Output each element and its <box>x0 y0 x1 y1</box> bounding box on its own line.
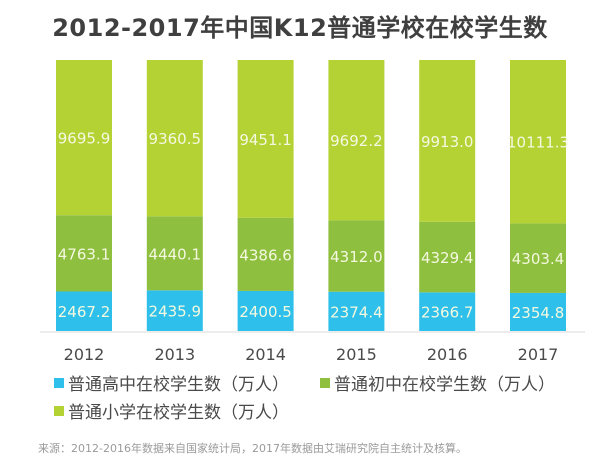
data-label: 9692.2 <box>330 132 383 150</box>
data-label: 2467.2 <box>58 303 111 321</box>
data-label: 2400.5 <box>239 303 292 321</box>
legend-item-middle-school: 普通初中在校学生数（万人） <box>320 370 555 395</box>
bar-segment <box>510 60 566 224</box>
data-label: 9913.0 <box>421 133 474 151</box>
legend-item-high-school: 普通高中在校学生数（万人） <box>54 370 289 395</box>
legend-item-primary-school: 普通小学在校学生数（万人） <box>54 398 289 423</box>
bar-segment <box>328 220 385 292</box>
bar-segment <box>56 291 112 331</box>
x-tick-label: 2013 <box>154 345 195 364</box>
x-tick-label: 2016 <box>427 345 468 364</box>
data-label: 4303.4 <box>512 250 565 268</box>
bar-segment <box>237 60 294 218</box>
bar-segment <box>146 60 203 217</box>
bar-segment <box>56 215 112 292</box>
x-tick-label: 2017 <box>518 345 559 364</box>
bar-segment <box>237 217 294 291</box>
bar-segment <box>56 60 112 216</box>
bar-segment <box>146 216 203 291</box>
bar-segment <box>510 223 566 293</box>
data-label: 9695.9 <box>58 130 111 148</box>
chart-title: 2012-2017年中国K12普通学校在校学生数 <box>52 14 548 42</box>
legend-label: 普通小学在校学生数（万人） <box>68 403 289 423</box>
bar-segment <box>146 290 203 331</box>
x-tick-label: 2012 <box>64 345 105 364</box>
data-label: 10111.3 <box>507 134 569 152</box>
legend-swatch-icon <box>54 405 64 416</box>
source-note: 来源：2012-2016年数据来自国家统计局，2017年数据由艾瑞研究院自主统计… <box>38 442 467 455</box>
data-label: 4312.0 <box>330 248 383 266</box>
bar-segment <box>328 60 385 221</box>
bar-segment <box>419 221 476 293</box>
data-label: 2366.7 <box>421 304 474 322</box>
data-label: 4386.6 <box>239 246 292 264</box>
bar-segment <box>510 292 566 331</box>
data-label: 4763.1 <box>58 245 111 263</box>
legend-swatch-icon <box>320 377 330 388</box>
bar-segment <box>419 60 476 222</box>
data-label: 9451.1 <box>239 131 292 149</box>
x-tick-label: 2015 <box>336 345 377 364</box>
bar-segment <box>237 290 294 331</box>
data-label: 9360.5 <box>149 130 202 148</box>
data-label: 4440.1 <box>149 245 202 263</box>
data-label: 4329.4 <box>421 249 474 267</box>
legend-label: 普通高中在校学生数（万人） <box>68 375 289 395</box>
data-label: 2354.8 <box>512 304 565 322</box>
bar-segment <box>328 291 385 331</box>
data-label: 2374.4 <box>330 303 383 321</box>
data-label: 2435.9 <box>149 303 202 321</box>
legend-label: 普通初中在校学生数（万人） <box>334 375 555 395</box>
x-tick-label: 2014 <box>245 345 286 364</box>
legend-swatch-icon <box>54 377 64 388</box>
bar-segment <box>419 292 476 331</box>
